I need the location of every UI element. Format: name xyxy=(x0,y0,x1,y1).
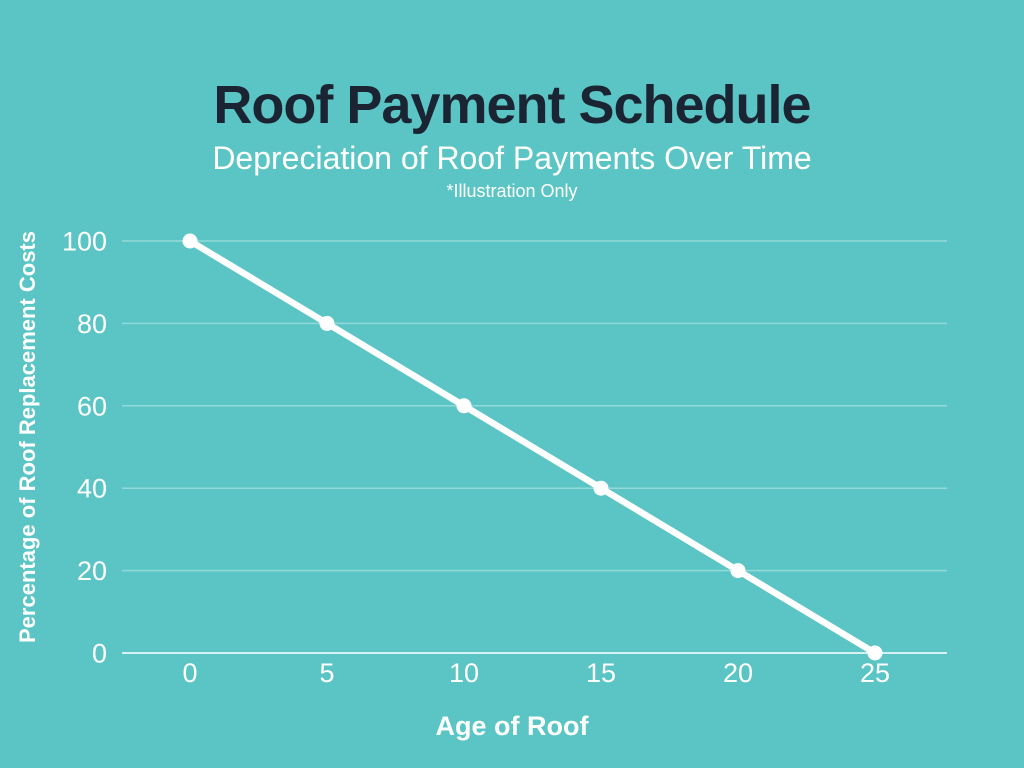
data-point xyxy=(319,315,335,331)
chart-title: Roof Payment Schedule xyxy=(213,75,811,135)
data-point xyxy=(867,645,883,661)
y-tick-label: 100 xyxy=(62,227,107,257)
y-tick-label: 20 xyxy=(77,556,107,586)
data-point xyxy=(456,398,472,414)
data-point xyxy=(593,480,609,496)
illustration-only-note: *Illustration Only xyxy=(446,181,578,201)
chart-subtitle: Depreciation of Roof Payments Over Time xyxy=(212,140,812,176)
y-tick-label: 60 xyxy=(77,391,107,421)
x-tick-label: 15 xyxy=(586,658,616,688)
x-tick-label: 0 xyxy=(182,658,197,688)
y-tick-label: 40 xyxy=(77,474,107,504)
x-tick-label: 25 xyxy=(860,658,890,688)
y-tick-label: 80 xyxy=(77,309,107,339)
x-tick-label: 5 xyxy=(319,658,334,688)
data-line xyxy=(186,237,879,657)
data-point xyxy=(182,233,198,249)
x-tick-label: 10 xyxy=(449,658,479,688)
y-tick-label: 0 xyxy=(92,639,107,669)
x-axis-title: Age of Roof xyxy=(435,711,589,741)
data-point xyxy=(730,563,746,579)
x-tick-label: 20 xyxy=(723,658,753,688)
